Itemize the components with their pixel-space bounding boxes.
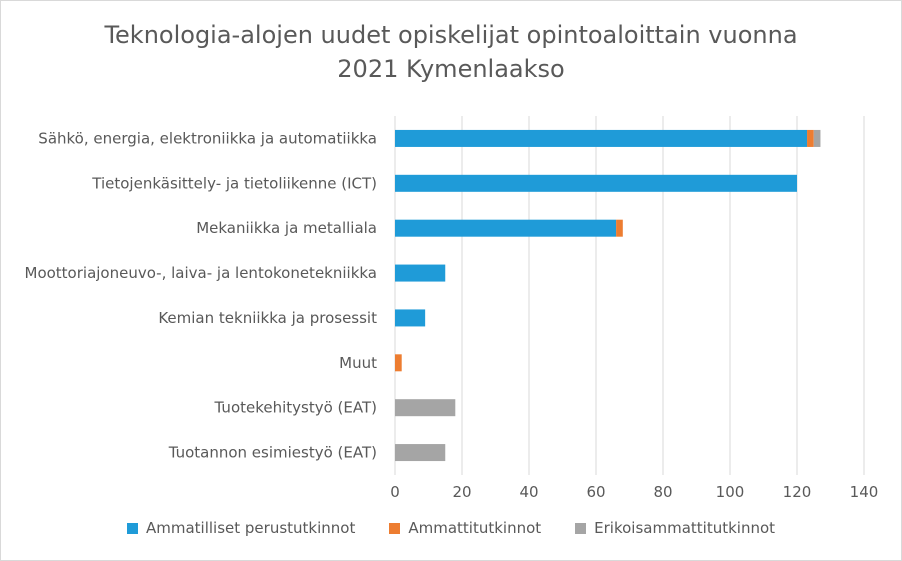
bar-segment — [395, 354, 402, 372]
x-tick-label: 60 — [586, 483, 605, 501]
x-tick-label: 80 — [653, 483, 672, 501]
legend-label-erikoisammattitutkinnot: Erikoisammattitutkinnot — [594, 519, 776, 537]
x-tick-label: 120 — [783, 483, 812, 501]
bar-segment — [807, 129, 814, 147]
bar-segment — [813, 129, 821, 147]
legend-item-ammatilliset: Ammatilliset perustutkinnot — [126, 519, 356, 537]
category-label: Tietojenkäsittely- ja tietoliikenne (ICT… — [91, 174, 377, 192]
legend-swatch-ammattitutkinnot — [389, 522, 401, 534]
category-label: Kemian tekniikka ja prosessit — [158, 309, 377, 327]
legend-label-ammatilliset: Ammatilliset perustutkinnot — [145, 519, 356, 537]
legend-label-ammattitutkinnot: Ammattitutkinnot — [408, 519, 542, 537]
bar-segment — [395, 444, 446, 462]
chart-title: Teknologia-alojen uudet opiskelijat opin… — [0, 18, 902, 86]
x-tick-label: 100 — [716, 483, 745, 501]
x-tick-label: 140 — [850, 483, 879, 501]
legend-item-ammattitutkinnot: Ammattitutkinnot — [389, 519, 541, 537]
category-label: Mekaniikka ja metalliala — [196, 219, 377, 237]
category-label: Muut — [339, 354, 377, 372]
category-label: Moottoriajoneuvo-, laiva- ja lentokonete… — [25, 264, 378, 282]
chart-title-line-2: 2021 Kymenlaakso — [337, 55, 565, 83]
bar-segment — [395, 129, 808, 147]
bar-segment — [395, 219, 617, 237]
chart-legend: Ammatilliset perustutkinnot Ammattitutki… — [0, 519, 902, 537]
x-tick-label: 40 — [519, 483, 538, 501]
legend-swatch-ammatilliset — [126, 522, 138, 534]
legend-item-erikoisammattitutkinnot: Erikoisammattitutkinnot — [575, 519, 775, 537]
x-tick-label: 0 — [390, 483, 400, 501]
chart-title-line-1: Teknologia-alojen uudet opiskelijat opin… — [104, 21, 798, 49]
category-label: Tuotekehitystyö (EAT) — [214, 399, 377, 417]
bar-segment — [395, 264, 446, 282]
bar-segment — [395, 174, 797, 192]
category-label: Tuotannon esimiestyö (EAT) — [168, 444, 377, 462]
bar-segment — [395, 399, 456, 417]
x-tick-label: 20 — [452, 483, 471, 501]
category-label: Sähkö, energia, elektroniikka ja automat… — [38, 129, 377, 147]
legend-swatch-erikoisammattitutkinnot — [575, 522, 587, 534]
bar-segment — [616, 219, 623, 237]
bar-segment — [395, 309, 426, 327]
